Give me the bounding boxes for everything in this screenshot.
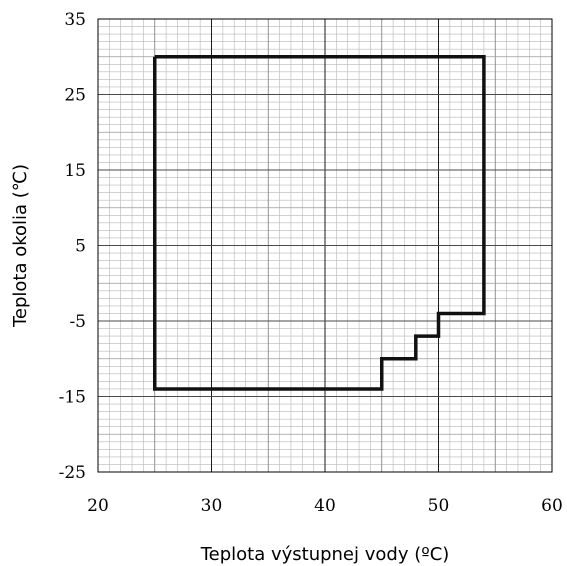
plot-frame (97, 18, 553, 473)
y-tick-label: 25 (64, 86, 86, 106)
x-tick-label: 30 (201, 496, 223, 516)
y-tick-label: 35 (64, 10, 86, 30)
y-tick-label: -25 (59, 463, 86, 483)
y-axis-title: Teplota okolia (℃) (10, 164, 31, 328)
y-tick-label: -15 (59, 388, 86, 408)
x-tick-label: 20 (87, 496, 109, 516)
x-tick-label: 50 (428, 496, 450, 516)
x-tick-labels: 20 30 40 50 60 (87, 496, 563, 516)
y-tick-label: 5 (75, 237, 86, 257)
x-tick-label: 40 (314, 496, 336, 516)
operating-range-line (153, 55, 486, 391)
y-tick-label: -5 (69, 312, 86, 332)
y-tick-labels: -25 -15 -5 5 15 25 35 (59, 10, 86, 483)
x-tick-label: 60 (541, 496, 563, 516)
x-axis-title: Teplota výstupnej vody (ºC) (200, 544, 450, 565)
series-group (153, 55, 486, 391)
y-tick-label: 15 (64, 161, 86, 181)
